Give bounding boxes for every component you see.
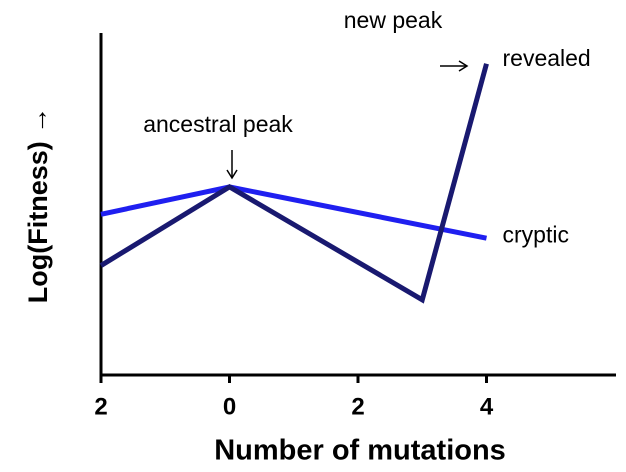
annotation: new peak bbox=[344, 7, 443, 33]
x-tick-label: 4 bbox=[480, 393, 494, 420]
arrow bbox=[226, 60, 469, 180]
x-tick-label: 2 bbox=[94, 393, 107, 420]
annotation: ancestral peak bbox=[143, 111, 293, 137]
line bbox=[99, 63, 489, 304]
y-axis-label: Log(Fitness) → bbox=[23, 107, 53, 304]
x-axis-label: Number of mutations bbox=[214, 435, 506, 467]
x-tick-label: 2 bbox=[351, 393, 364, 420]
legend-label: cryptic bbox=[503, 221, 569, 247]
x-tick-label: 0 bbox=[223, 393, 236, 420]
legend-label: revealed bbox=[503, 45, 591, 71]
